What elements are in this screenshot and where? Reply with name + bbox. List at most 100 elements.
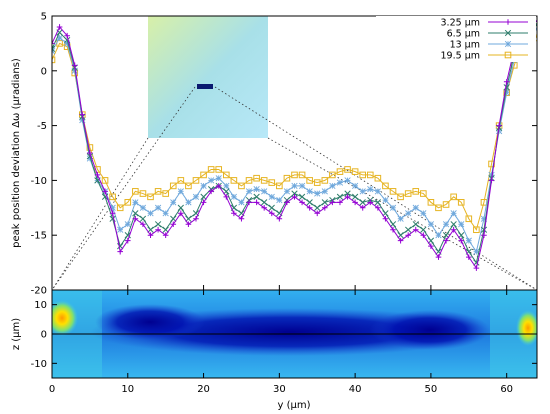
data-point-19-5-m [238,182,245,190]
data-point-19-5-m [389,188,397,195]
connector-left-bottom [51,137,149,291]
data-point-13-m [412,204,419,211]
data-point-13-m [298,182,306,189]
data-point-6-5-m [351,193,359,200]
data-point-6-5-m [139,215,147,222]
data-point-6-5-m [306,199,313,206]
data-point-6-5-m [124,232,131,239]
data-point-6-5-m [405,226,412,233]
data-point-3-25-m [344,194,351,200]
data-point-13-m [336,179,344,186]
data-point-19-5-m [222,171,230,179]
y-ticks-bottom: 10 0 -10 [31,300,537,370]
data-point-3-25-m [102,188,108,195]
data-point-13-m [442,221,450,228]
data-point-19-5-m [359,171,367,179]
series-layer [52,16,537,271]
inset-image [148,16,268,138]
data-point-6-5-m [223,188,230,195]
connector-left-top [51,86,196,291]
data-point-6-5-m [52,45,56,53]
data-point-3-25-m [450,226,457,233]
data-point-19-5-m [397,193,404,201]
x-tick-label: 20 [197,384,210,395]
legend-label-3-25-m: 3.25 µm [441,18,480,29]
data-point-6-5-m [480,226,488,233]
data-point-3-25-m [155,226,161,233]
data-point-3-25-m [178,210,184,217]
x-tick-label: 0 [49,384,55,395]
data-point-13-m [261,188,268,195]
data-point-19-5-m [200,171,207,179]
y-axis-label-top: peak position deviation Δω (μradians) [11,58,22,248]
inset-defect-mark [197,84,213,89]
x-tick-label: 50 [425,384,438,395]
data-point-13-m [359,188,366,195]
data-point-3-25-m [117,248,124,255]
data-point-3-25-m [147,232,154,238]
data-point-3-25-m [276,215,283,222]
data-point-13-m [253,186,260,193]
connector-right-top [214,86,538,291]
data-point-13-m [79,117,86,124]
data-point-13-m [124,221,131,228]
data-point-13-m [306,188,313,195]
data-point-13-m [245,188,253,195]
data-point-6-5-m [374,199,382,206]
y-tick-label: 0 [41,66,47,77]
connector-right-bottom [267,137,538,291]
data-point-13-m [389,204,397,211]
data-point-3-25-m [208,188,214,195]
data-point-19-5-m [473,226,480,234]
inset-background [148,16,268,138]
data-point-19-5-m [321,177,329,184]
data-point-13-m [139,204,147,211]
data-point-13-m [56,34,63,42]
data-point-19-5-m [404,190,412,197]
data-point-3-25-m [435,254,442,260]
data-point-6-5-m [200,193,207,200]
data-point-13-m [435,232,442,239]
data-point-13-m [177,188,184,195]
data-point-13-m [268,193,275,200]
data-point-3-25-m [488,177,495,184]
data-point-3-25-m [420,232,427,238]
data-point-3-25-m [132,215,139,222]
data-point-13-m [170,199,177,206]
legend-label-19-5-m: 19.5 µm [441,51,480,62]
data-point-13-m [352,182,359,189]
x-tick-label: 40 [349,384,362,395]
data-point-19-5-m [329,171,336,179]
legend-background [376,16,536,62]
data-point-3-25-m [390,226,396,233]
data-point-19-5-m [260,177,268,184]
data-point-19-5-m [101,177,109,184]
data-point-19-5-m [147,193,154,201]
data-point-19-5-m [457,199,465,206]
data-point-13-m [503,89,510,96]
data-point-3-25-m [79,111,86,118]
data-point-6-5-m [147,226,154,233]
heatmap-panel [51,289,538,379]
data-point-13-m [64,40,71,47]
data-point-19-5-m [139,190,147,197]
data-point-19-5-m [298,171,306,179]
data-point-3-25-m [405,232,411,238]
data-point-3-25-m [428,243,434,249]
data-point-6-5-m [298,193,306,200]
data-point-13-m [162,210,169,217]
data-point-3-25-m [481,232,487,238]
data-point-6-5-m [389,221,397,228]
data-point-6-5-m [261,199,268,206]
data-point-3-25-m [215,183,222,189]
data-point-13-m [465,237,472,244]
data-point-13-m [397,215,404,222]
data-point-13-m [276,197,283,204]
data-point-13-m [223,182,230,189]
data-point-13-m [200,182,207,189]
data-point-3-25-m [306,205,313,211]
data-point-13-m [154,204,162,211]
data-point-6-5-m [458,232,465,239]
data-point-3-25-m [322,205,328,211]
data-point-19-5-m [344,166,351,173]
